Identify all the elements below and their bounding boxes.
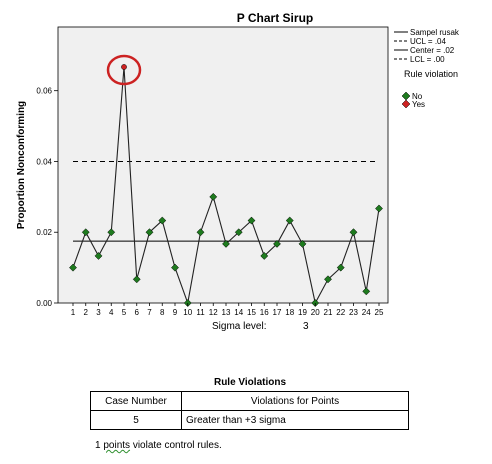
x-tick-label: 6 [135, 308, 140, 317]
data-point [222, 239, 230, 248]
legend-no-label: No [412, 92, 423, 101]
x-axis: 1 2 3 4 5 6 7 8 9 10 11 12 13 14 15 16 17 18 19 20 21 22 23 24 2… [71, 303, 384, 317]
footnote-count: 1 [95, 440, 101, 451]
data-point [324, 275, 332, 284]
legend-yes-label: Yes [412, 100, 425, 109]
header-case-number: Case Number [90, 391, 182, 411]
y-tick-label: 0.00 [36, 299, 52, 308]
x-tick-label: 7 [147, 308, 152, 317]
x-tick-label: 23 [349, 308, 358, 317]
legend: Sampel rusak UCL = .04 Center = .02 LCL … [394, 28, 460, 109]
table-header-row: Case Number Violations for Points [90, 391, 409, 411]
x-tick-label: 21 [324, 308, 333, 317]
data-point [273, 239, 281, 248]
data-point [196, 228, 205, 237]
legend-center-label: Center = .02 [410, 46, 455, 55]
data-point [298, 239, 307, 248]
x-tick-label: 10 [183, 308, 192, 317]
x-tick-label: 16 [260, 308, 269, 317]
rule-violations-table: Case Number Violations for Points 5 Grea… [90, 391, 409, 430]
x-tick-label: 19 [298, 308, 307, 317]
x-tick-label: 20 [311, 308, 320, 317]
x-tick-label: 12 [209, 308, 218, 317]
x-tick-label: 2 [84, 308, 89, 317]
x-tick-label: 24 [362, 308, 371, 317]
legend-series-label: Sampel rusak [410, 28, 460, 37]
data-point [362, 287, 371, 296]
x-tick-label: 5 [122, 308, 127, 317]
legend-ucl-label: UCL = .04 [410, 37, 446, 46]
x-tick-label: 18 [285, 308, 294, 317]
data-point [375, 204, 383, 213]
x-tick-label: 15 [247, 308, 256, 317]
y-tick-label: 0.06 [36, 87, 52, 96]
rule-violations-title: Rule Violations [213, 377, 287, 388]
legend-rule-title: Rule violation [404, 69, 458, 79]
data-point [260, 251, 269, 260]
sigma-level-value: 3 [303, 321, 309, 332]
x-tick-label: 22 [336, 308, 345, 317]
x-tick-label: 25 [375, 308, 384, 317]
legend-yes-marker [401, 99, 411, 109]
data-point [336, 263, 345, 272]
cell-case-number: 5 [90, 410, 182, 430]
data-markers [69, 54, 383, 307]
chart-title: P Chart Sirup [237, 11, 313, 25]
data-point [132, 275, 141, 284]
data-point [81, 228, 90, 237]
x-tick-label: 17 [273, 308, 282, 317]
data-point [107, 228, 116, 237]
legend-lcl-label: LCL = .00 [410, 55, 445, 64]
x-tick-label: 11 [196, 308, 205, 317]
data-point [171, 263, 179, 272]
x-tick-label: 14 [234, 308, 243, 317]
x-tick-label: 9 [173, 308, 178, 317]
data-point-violation [121, 64, 127, 70]
data-point [209, 192, 218, 201]
y-axis: 0.00 0.02 0.04 0.06 [36, 87, 58, 308]
control-lines [73, 160, 375, 242]
data-point [158, 216, 167, 225]
sigma-level-label: Sigma level: [212, 321, 266, 332]
y-axis-label: Proportion Nonconforming [16, 101, 27, 229]
y-tick-label: 0.04 [36, 157, 52, 166]
header-violations: Violations for Points [181, 391, 409, 411]
violation-circle [106, 54, 142, 86]
data-point [247, 216, 256, 225]
x-tick-label: 8 [160, 308, 165, 317]
footnote-word: points [103, 440, 131, 451]
x-tick-label: 3 [96, 308, 101, 317]
data-point [145, 228, 154, 237]
plot-area [57, 26, 389, 304]
data-point [285, 216, 294, 225]
x-tick-label: 4 [109, 308, 114, 317]
data-point [234, 228, 243, 237]
data-point [349, 228, 358, 237]
p-chart: P Chart Sirup Proportion Nonconforming S… [16, 11, 460, 332]
legend-no-marker [401, 91, 411, 101]
data-point [94, 251, 103, 260]
data-point [69, 263, 77, 272]
x-tick-label: 13 [222, 308, 231, 317]
footnote-rest: violate control rules. [132, 440, 222, 451]
x-tick-label: 1 [71, 308, 76, 317]
y-tick-label: 0.02 [36, 228, 52, 237]
table-row: 5 Greater than +3 sigma [90, 410, 409, 430]
violations-footnote: 1 points violate control rules. [95, 440, 222, 451]
cell-violation: Greater than +3 sigma [181, 410, 409, 430]
